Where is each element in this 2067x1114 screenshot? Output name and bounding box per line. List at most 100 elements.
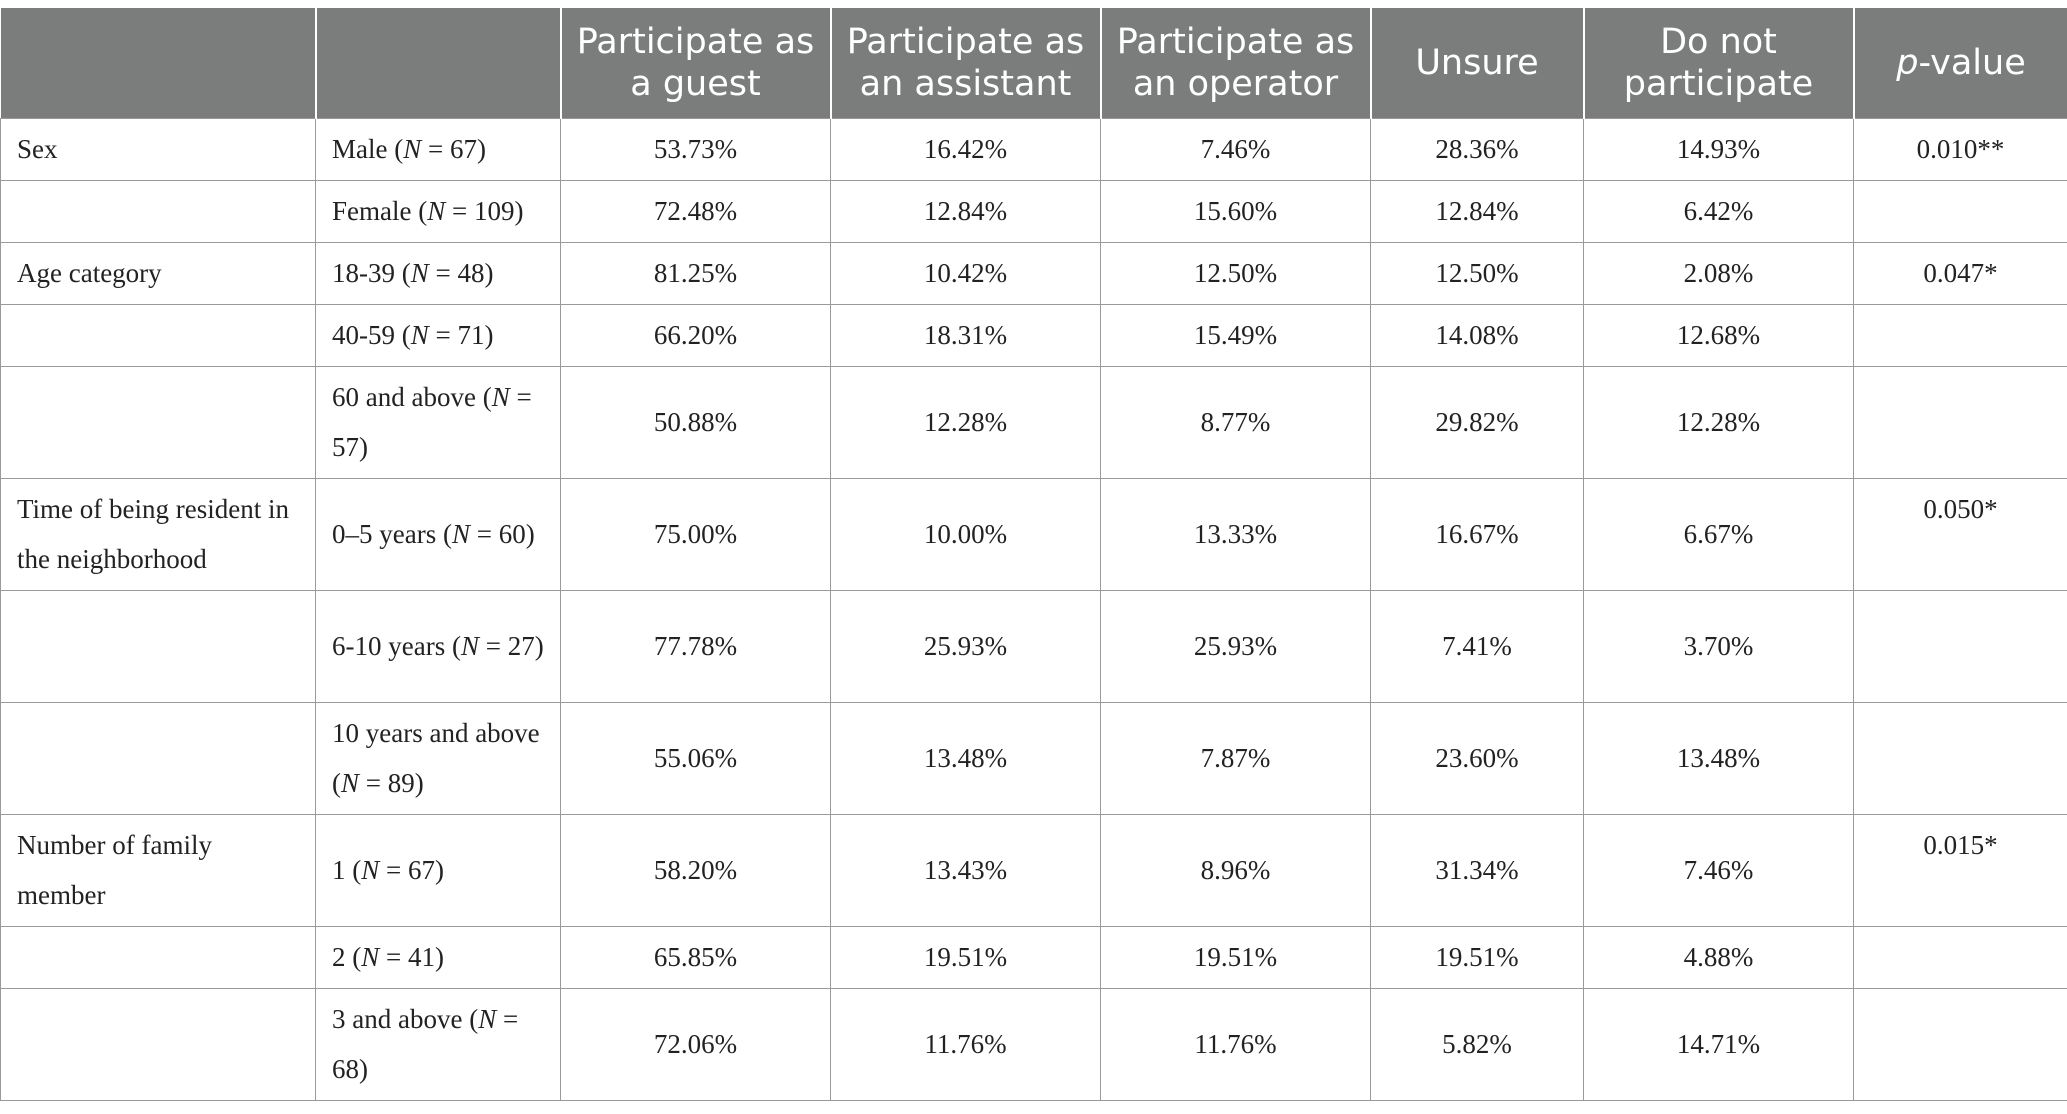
group-label: 40-59 ( xyxy=(332,320,411,350)
table-row: 2 (N = 41) 65.85% 19.51% 19.51% 19.51% 4.88% xyxy=(0,925,2067,989)
p-value-cell: 0.015* xyxy=(1853,813,2067,927)
category-cell: Time of being resident in the neighborho… xyxy=(0,477,316,591)
header-operator: Participate as an operator xyxy=(1099,8,1371,118)
category-cell: Age category xyxy=(0,241,316,305)
table-row: Age category 18-39 (N = 48) 81.25% 10.42% 12… xyxy=(0,241,2067,305)
sample-size-symbol: N xyxy=(410,258,429,288)
sample-size-symbol: N xyxy=(427,196,446,226)
table-row: Time of being resident in the neighborho… xyxy=(0,477,2067,591)
table-row: Female (N = 109) 72.48% 12.84% 15.60% 12.84%… xyxy=(0,179,2067,243)
do-not-participate-cell: 2.08% xyxy=(1583,241,1854,305)
guest-cell: 75.00% xyxy=(560,477,831,591)
operator-cell: 15.60% xyxy=(1100,179,1371,243)
group-cell: 60 and above (N = 57) xyxy=(315,365,561,479)
category-cell xyxy=(0,365,316,479)
p-value-cell xyxy=(1853,589,2067,703)
sample-size-value: = 67) xyxy=(421,134,486,164)
header-do-not-participate: Do not participate xyxy=(1582,8,1854,118)
group-cell: Male (N = 67) xyxy=(315,117,561,181)
group-label: 6-10 years ( xyxy=(332,631,461,661)
header-blank-category xyxy=(0,8,316,118)
category-cell xyxy=(0,589,316,703)
sample-size-symbol: N xyxy=(460,631,479,661)
sample-size-value: = 71) xyxy=(428,320,494,350)
category-cell: Number of family member xyxy=(0,813,316,927)
category-cell: Sex xyxy=(0,117,316,181)
do-not-participate-cell: 13.48% xyxy=(1583,701,1854,815)
group-cell: 3 and above (N = 68) xyxy=(315,987,561,1101)
sample-size-symbol: N xyxy=(403,134,422,164)
do-not-participate-cell: 4.88% xyxy=(1583,925,1854,989)
do-not-participate-cell: 7.46% xyxy=(1583,813,1854,927)
sample-size-symbol: N xyxy=(451,519,470,549)
sample-size-value: = 68) xyxy=(332,1004,519,1084)
table-row: 60 and above (N = 57) 50.88% 12.28% 8.77% 29… xyxy=(0,365,2067,479)
p-value-cell xyxy=(1853,925,2067,989)
table-row: Sex Male (N = 67) 53.73% 16.42% 7.46% 28.36% 1… xyxy=(0,117,2067,181)
header-blank-group xyxy=(314,8,561,118)
do-not-participate-cell: 14.93% xyxy=(1583,117,1854,181)
assistant-cell: 11.76% xyxy=(830,987,1101,1101)
unsure-cell: 19.51% xyxy=(1370,925,1584,989)
group-label: 2 ( xyxy=(332,942,362,972)
group-cell: 10 years and above (N = 89) xyxy=(315,701,561,815)
operator-cell: 13.33% xyxy=(1100,477,1371,591)
unsure-cell: 23.60% xyxy=(1370,701,1584,815)
category-cell xyxy=(0,701,316,815)
operator-cell: 7.87% xyxy=(1100,701,1371,815)
header-assistant: Participate as an assistant xyxy=(829,8,1101,118)
unsure-cell: 16.67% xyxy=(1370,477,1584,591)
operator-cell: 8.96% xyxy=(1100,813,1371,927)
table-row: 3 and above (N = 68) 72.06% 11.76% 11.76% 5.… xyxy=(0,987,2067,1101)
sample-size-value: = 89) xyxy=(359,768,424,798)
sample-size-symbol: N xyxy=(478,1004,497,1034)
do-not-participate-cell: 12.28% xyxy=(1583,365,1854,479)
do-not-participate-cell: 6.42% xyxy=(1583,179,1854,243)
header-row: Participate as a guest Participate as an… xyxy=(0,8,2067,118)
guest-cell: 77.78% xyxy=(560,589,831,703)
group-label: 0–5 years ( xyxy=(332,519,452,549)
guest-cell: 72.06% xyxy=(560,987,831,1101)
results-table-container: Participate as a guest Participate as an… xyxy=(0,8,2067,1101)
header-guest: Participate as a guest xyxy=(559,8,831,118)
p-value-cell xyxy=(1853,179,2067,243)
group-label: Male ( xyxy=(332,134,404,164)
group-cell: 18-39 (N = 48) xyxy=(315,241,561,305)
p-value-cell: 0.050* xyxy=(1853,477,2067,591)
operator-cell: 11.76% xyxy=(1100,987,1371,1101)
operator-cell: 15.49% xyxy=(1100,303,1371,367)
group-cell: Female (N = 109) xyxy=(315,179,561,243)
guest-cell: 50.88% xyxy=(560,365,831,479)
assistant-cell: 12.84% xyxy=(830,179,1101,243)
do-not-participate-cell: 12.68% xyxy=(1583,303,1854,367)
do-not-participate-cell: 14.71% xyxy=(1583,987,1854,1101)
group-label: 1 ( xyxy=(332,855,362,885)
assistant-cell: 10.00% xyxy=(830,477,1101,591)
assistant-cell: 13.48% xyxy=(830,701,1101,815)
table-row: 6-10 years (N = 27) 77.78% 25.93% 25.93% 7.4… xyxy=(0,589,2067,703)
unsure-cell: 28.36% xyxy=(1370,117,1584,181)
p-value-cell xyxy=(1853,987,2067,1101)
assistant-cell: 10.42% xyxy=(830,241,1101,305)
p-letter: p xyxy=(1896,42,1919,83)
category-cell xyxy=(0,925,316,989)
group-label: 10 years and above ( xyxy=(332,718,540,798)
group-cell: 0–5 years (N = 60) xyxy=(315,477,561,591)
operator-cell: 19.51% xyxy=(1100,925,1371,989)
group-label: 3 and above ( xyxy=(332,1004,479,1034)
group-label: Female ( xyxy=(332,196,428,226)
p-value-cell xyxy=(1853,303,2067,367)
group-cell: 40-59 (N = 71) xyxy=(315,303,561,367)
assistant-cell: 13.43% xyxy=(830,813,1101,927)
do-not-participate-cell: 6.67% xyxy=(1583,477,1854,591)
group-label: 60 and above ( xyxy=(332,382,492,412)
do-not-participate-cell: 3.70% xyxy=(1583,589,1854,703)
assistant-cell: 12.28% xyxy=(830,365,1101,479)
sample-size-symbol: N xyxy=(341,768,360,798)
category-cell xyxy=(0,987,316,1101)
guest-cell: 65.85% xyxy=(560,925,831,989)
operator-cell: 12.50% xyxy=(1100,241,1371,305)
group-cell: 1 (N = 67) xyxy=(315,813,561,927)
unsure-cell: 14.08% xyxy=(1370,303,1584,367)
assistant-cell: 18.31% xyxy=(830,303,1101,367)
